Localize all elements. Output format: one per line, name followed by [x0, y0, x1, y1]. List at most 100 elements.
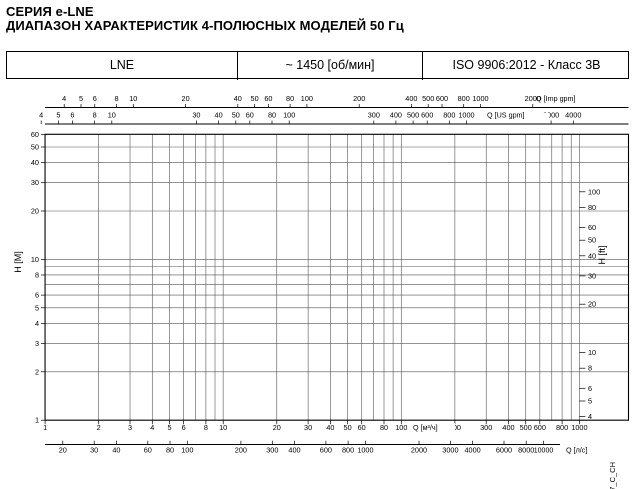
svg-text:400: 400: [288, 446, 300, 455]
svg-text:6: 6: [93, 94, 97, 103]
svg-text:8: 8: [35, 271, 39, 280]
svg-text:500: 500: [520, 423, 532, 432]
svg-text:4: 4: [39, 111, 43, 120]
svg-text:800: 800: [443, 111, 455, 120]
svg-text:40: 40: [215, 111, 223, 120]
svg-text:20: 20: [273, 423, 281, 432]
svg-text:6: 6: [588, 384, 592, 393]
svg-text:8: 8: [588, 364, 592, 373]
svg-text:5: 5: [79, 94, 83, 103]
svg-text:Q [л/с]: Q [л/с]: [566, 446, 587, 455]
svg-text:10: 10: [588, 348, 596, 357]
svg-text:60: 60: [31, 130, 39, 139]
svg-text:60: 60: [588, 223, 596, 232]
svg-text:200: 200: [235, 446, 247, 455]
svg-text:100: 100: [588, 187, 600, 196]
svg-text:4000: 4000: [565, 111, 581, 120]
svg-text:5: 5: [56, 111, 60, 120]
svg-text:40: 40: [112, 446, 120, 455]
svg-text:200: 200: [353, 94, 365, 103]
svg-text:60: 60: [264, 94, 272, 103]
svg-text:4: 4: [588, 412, 592, 421]
svg-text:50: 50: [344, 423, 352, 432]
svg-text:300: 300: [266, 446, 278, 455]
svg-text:800: 800: [458, 94, 470, 103]
svg-text:A0037_C_CH: A0037_C_CH: [608, 462, 617, 489]
svg-text:4: 4: [62, 94, 66, 103]
svg-text:500: 500: [407, 111, 419, 120]
svg-text:40: 40: [326, 423, 334, 432]
svg-text:400: 400: [502, 423, 514, 432]
svg-text:80: 80: [268, 111, 276, 120]
svg-text:Q [м³/ч]: Q [м³/ч]: [413, 423, 438, 432]
svg-text:H [ft]: H [ft]: [597, 245, 607, 264]
svg-text:3000: 3000: [442, 446, 458, 455]
svg-text:300: 300: [480, 423, 492, 432]
svg-text:30: 30: [90, 446, 98, 455]
svg-text:6: 6: [182, 423, 186, 432]
svg-text:800: 800: [342, 446, 354, 455]
svg-text:3: 3: [35, 339, 39, 348]
svg-text:600: 600: [534, 423, 546, 432]
svg-text:600: 600: [436, 94, 448, 103]
svg-text:40: 40: [31, 158, 39, 167]
svg-text:5: 5: [588, 397, 592, 406]
svg-text:80: 80: [588, 203, 596, 212]
svg-text:5: 5: [35, 303, 39, 312]
svg-text:10: 10: [129, 94, 137, 103]
svg-text:50: 50: [588, 236, 596, 245]
svg-text:1000: 1000: [472, 94, 488, 103]
svg-text:20: 20: [182, 94, 190, 103]
svg-text:6000: 6000: [496, 446, 512, 455]
svg-text:50: 50: [232, 111, 240, 120]
svg-text:4: 4: [150, 423, 154, 432]
svg-text:80: 80: [380, 423, 388, 432]
svg-text:2000: 2000: [411, 446, 427, 455]
svg-text:40: 40: [234, 94, 242, 103]
svg-text:60: 60: [144, 446, 152, 455]
svg-text:100: 100: [395, 423, 407, 432]
svg-text:500: 500: [422, 94, 434, 103]
svg-text:30: 30: [192, 111, 200, 120]
svg-text:8: 8: [93, 111, 97, 120]
svg-text:20: 20: [59, 446, 67, 455]
svg-text:H [M]: H [M]: [13, 251, 23, 273]
svg-text:2: 2: [35, 367, 39, 376]
svg-text:Q [Imp gpm]: Q [Imp gpm]: [536, 94, 576, 103]
svg-text:400: 400: [405, 94, 417, 103]
svg-text:4000: 4000: [464, 446, 480, 455]
svg-text:800: 800: [556, 423, 568, 432]
svg-text:400: 400: [390, 111, 402, 120]
svg-text:60: 60: [246, 111, 254, 120]
svg-text:30: 30: [588, 271, 596, 280]
svg-text:6: 6: [35, 291, 39, 300]
svg-text:6: 6: [70, 111, 74, 120]
svg-text:100: 100: [181, 446, 193, 455]
svg-text:40: 40: [588, 251, 596, 260]
svg-text:20: 20: [31, 207, 39, 216]
svg-text:1000: 1000: [458, 111, 474, 120]
svg-text:1000: 1000: [357, 446, 373, 455]
svg-text:8: 8: [204, 423, 208, 432]
svg-text:5: 5: [167, 423, 171, 432]
svg-text:600: 600: [421, 111, 433, 120]
svg-text:80: 80: [286, 94, 294, 103]
svg-text:20: 20: [588, 300, 596, 309]
svg-text:8: 8: [114, 94, 118, 103]
svg-text:10000: 10000: [534, 448, 554, 455]
svg-text:50: 50: [251, 94, 259, 103]
svg-text:100: 100: [301, 94, 313, 103]
svg-text:30: 30: [31, 178, 39, 187]
svg-text:1000: 1000: [571, 423, 587, 432]
svg-text:3: 3: [128, 423, 132, 432]
svg-text:4: 4: [35, 319, 39, 328]
svg-text:2: 2: [97, 423, 101, 432]
svg-text:1: 1: [43, 423, 47, 432]
svg-text:30: 30: [304, 423, 312, 432]
svg-text:100: 100: [283, 111, 295, 120]
svg-text:600: 600: [320, 446, 332, 455]
svg-text:50: 50: [31, 143, 39, 152]
svg-text:300: 300: [368, 111, 380, 120]
svg-text:Q [US gpm]: Q [US gpm]: [487, 111, 525, 120]
svg-text:80: 80: [166, 446, 174, 455]
